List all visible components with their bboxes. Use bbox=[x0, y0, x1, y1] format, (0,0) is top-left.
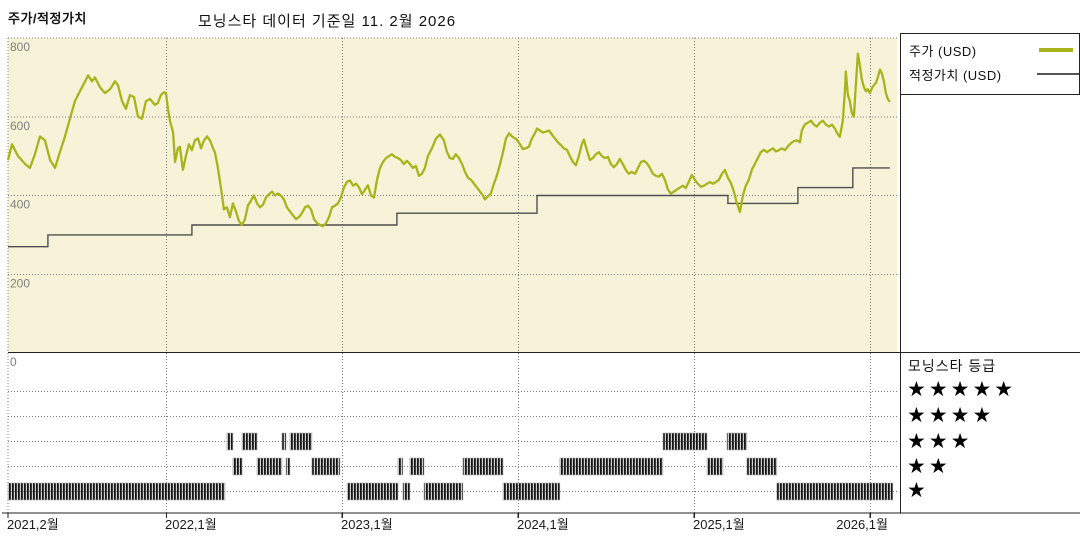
rating-bar-2-star bbox=[559, 457, 664, 476]
rating-bar-3-star bbox=[662, 432, 708, 451]
rating-bar-3-star bbox=[226, 432, 234, 451]
x-tick-label: 2022,1월 bbox=[165, 517, 217, 532]
y-tick-label: 200 bbox=[10, 276, 30, 290]
price-series-label: 주가 (USD) bbox=[909, 44, 977, 59]
price-line-swatch-icon bbox=[1039, 48, 1073, 52]
x-tick-label: 2024,1월 bbox=[517, 517, 569, 532]
rating-bar-2-star bbox=[311, 457, 341, 476]
rating-bar-1-star bbox=[502, 482, 561, 501]
y-tick-label: 0 bbox=[10, 355, 17, 369]
x-tick-label: 2025,1월 bbox=[693, 517, 745, 532]
fair-value-line-swatch-icon bbox=[1037, 73, 1079, 75]
fair-value-line bbox=[8, 167, 890, 248]
rating-bar-1-star bbox=[7, 482, 226, 501]
rating-bar-3-star bbox=[726, 432, 748, 451]
price-line bbox=[6, 52, 891, 228]
rating-bar-2-star bbox=[232, 457, 243, 476]
rating-row-4-stars: ★★★★ bbox=[907, 404, 995, 427]
rating-bar-3-star bbox=[281, 432, 287, 451]
series-legend: 주가 (USD) 적정가치 (USD) bbox=[900, 33, 1080, 95]
rating-bar-2-star bbox=[706, 457, 724, 476]
rating-bar-3-star bbox=[241, 432, 258, 451]
x-tick-label: 2021,2월 bbox=[7, 517, 59, 532]
rating-bar-2-star bbox=[409, 457, 425, 476]
legend-item-price[interactable]: 주가 (USD) bbox=[909, 41, 977, 60]
rating-bar-2-star bbox=[462, 457, 504, 476]
y-tick-label: 800 bbox=[10, 40, 30, 54]
x-tick-label: 2023,1월 bbox=[341, 517, 393, 532]
rating-bar-1-star bbox=[423, 482, 464, 501]
rating-row-1-star: ★ bbox=[907, 479, 929, 502]
rating-bar-2-star bbox=[285, 457, 291, 476]
rating-row-5-stars: ★★★★★ bbox=[907, 378, 1017, 401]
rating-legend-title: 모닝스타 등급 bbox=[908, 358, 997, 374]
rating-bar-2-star bbox=[397, 457, 404, 476]
rating-bar-3-star bbox=[289, 432, 313, 451]
rating-bar-1-star bbox=[402, 482, 411, 501]
x-tick-label: 2026,1월 bbox=[836, 517, 888, 532]
rating-bar-2-star bbox=[256, 457, 283, 476]
legend-item-fair-value[interactable]: 적정가치 (USD) bbox=[909, 65, 1002, 84]
y-tick-label: 400 bbox=[10, 198, 30, 212]
as-of-date-label: 모닝스타 데이터 기준일 11. 2월 2026 bbox=[198, 13, 457, 30]
y-tick-label: 600 bbox=[10, 119, 30, 133]
rating-row-3-stars: ★★★ bbox=[907, 430, 973, 453]
fair-value-series-label: 적정가치 (USD) bbox=[909, 68, 1002, 83]
rating-bar-1-star bbox=[776, 482, 894, 501]
rating-row-2-stars: ★★ bbox=[907, 455, 951, 478]
page-title: 주가/적정가치 bbox=[8, 11, 87, 26]
rating-bar-2-star bbox=[746, 457, 778, 476]
rating-bar-1-star bbox=[346, 482, 399, 501]
